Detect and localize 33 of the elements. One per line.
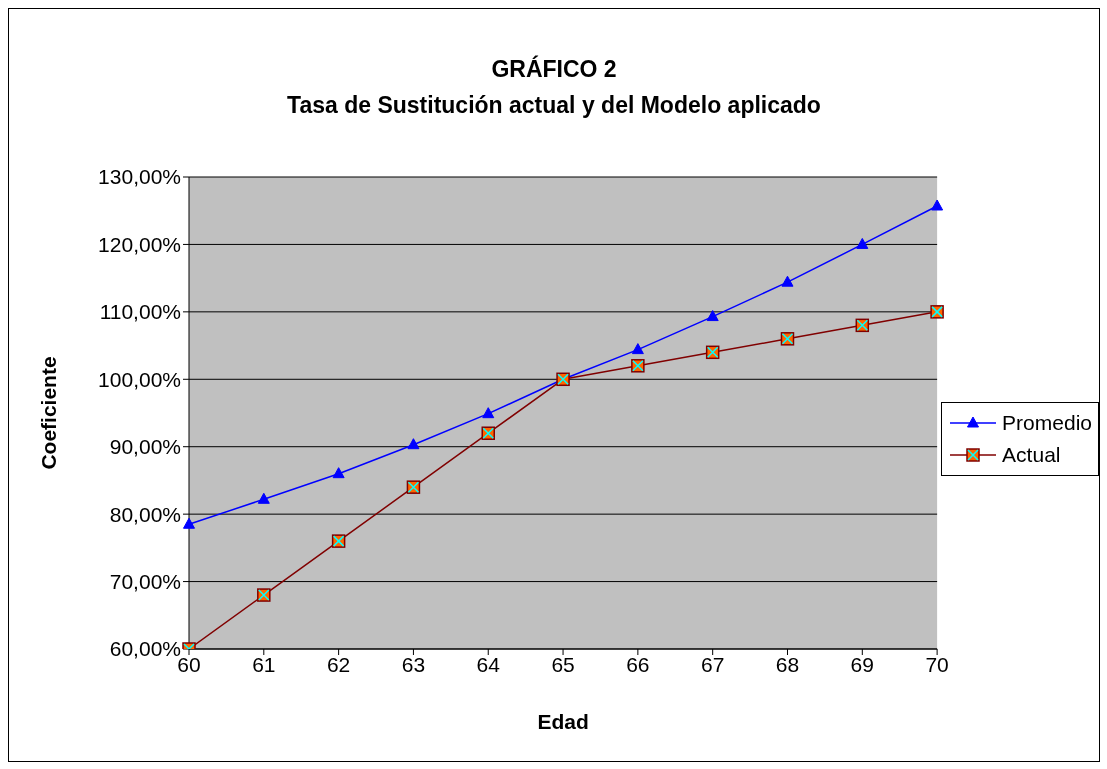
point bbox=[332, 467, 345, 479]
x-tick-label: 66 bbox=[626, 652, 650, 676]
x-tick-label: 67 bbox=[701, 652, 725, 676]
y-axis-title: Coeficiente bbox=[37, 356, 61, 470]
legend-label: Actual bbox=[1002, 443, 1061, 467]
y-tick-label: 100,00% bbox=[98, 367, 181, 391]
x-tick-label: 69 bbox=[850, 652, 874, 676]
legend-label: Promedio bbox=[1002, 411, 1092, 435]
point bbox=[407, 438, 420, 450]
point bbox=[856, 237, 869, 249]
x-tick-label: 64 bbox=[476, 652, 501, 676]
x-axis-title: Edad bbox=[537, 710, 589, 733]
point bbox=[257, 492, 270, 504]
point bbox=[781, 275, 794, 287]
y-tick-label: 110,00% bbox=[99, 300, 181, 324]
x-tick-label: 65 bbox=[551, 652, 575, 676]
y-tick-label: 130,00% bbox=[98, 165, 181, 189]
y-tick-label: 90,00% bbox=[109, 435, 181, 459]
x-tick-label: 62 bbox=[326, 652, 351, 676]
point bbox=[482, 407, 495, 419]
point bbox=[706, 310, 719, 322]
chart-subtitle: Tasa de Sustitución actual y del Modelo aplicado bbox=[286, 91, 822, 120]
x-tick-label: 70 bbox=[925, 652, 949, 676]
chart-title: GRÁFICO 2 bbox=[490, 54, 618, 84]
x-tick-label: 63 bbox=[401, 652, 426, 676]
x-tick-label: 61 bbox=[252, 652, 276, 676]
point bbox=[931, 199, 944, 211]
x-tick-label: 68 bbox=[775, 652, 800, 676]
point bbox=[183, 517, 195, 529]
point bbox=[631, 343, 644, 355]
y-tick-label: 120,00% bbox=[98, 232, 181, 256]
y-tick-label: 80,00% bbox=[109, 502, 181, 526]
y-tick-label: 70,00% bbox=[109, 570, 181, 594]
